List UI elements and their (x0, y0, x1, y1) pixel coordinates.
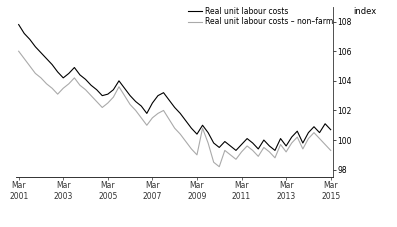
Real unit labour costs (27, 38, 32, 41)
Real unit labour costs – non–farm (150, 116, 155, 119)
Real unit labour costs – non–farm (217, 165, 222, 168)
Line: Real unit labour costs – non–farm: Real unit labour costs – non–farm (19, 51, 331, 167)
Real unit labour costs (150, 102, 155, 104)
Real unit labour costs (16, 23, 21, 26)
Real unit labour costs – non–farm (100, 106, 105, 109)
Real unit labour costs – non–farm (233, 158, 238, 161)
Real unit labour costs (239, 143, 244, 146)
Real unit labour costs (228, 145, 233, 147)
Y-axis label: index: index (354, 7, 377, 16)
Real unit labour costs – non–farm (16, 50, 21, 53)
Line: Real unit labour costs: Real unit labour costs (19, 25, 331, 151)
Real unit labour costs – non–farm (33, 72, 38, 75)
Real unit labour costs – non–farm (27, 65, 32, 67)
Legend: Real unit labour costs, Real unit labour costs – non–farm: Real unit labour costs, Real unit labour… (189, 7, 333, 26)
Real unit labour costs (233, 149, 238, 152)
Real unit labour costs – non–farm (328, 149, 333, 152)
Real unit labour costs – non–farm (239, 151, 244, 153)
Real unit labour costs (328, 128, 333, 131)
Real unit labour costs (100, 94, 105, 97)
Real unit labour costs (33, 45, 38, 48)
